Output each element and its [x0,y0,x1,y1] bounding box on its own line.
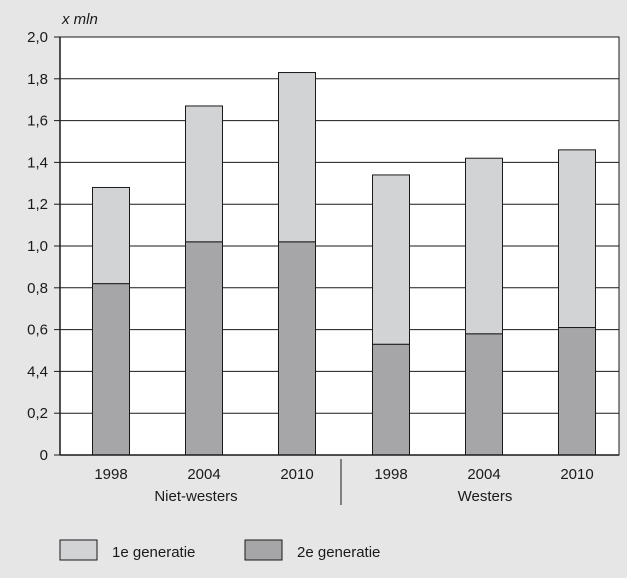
bar-segment-1e-generatie [465,157,503,335]
x-tick-label: 2010 [280,466,313,483]
y-tick-label: 1,0 [27,238,48,255]
y-tick-label: 0,6 [27,322,48,339]
group-label: Niet-westers [154,488,237,505]
x-tick-label: 1998 [94,466,127,483]
legend-swatch [244,539,283,561]
y-tick-label: 1,8 [27,71,48,88]
x-tick-label: 2004 [467,466,500,483]
tick-labels: 0 0,2 4,4 0,6 0,8 1,0 1,2 1,4 1,6 1,8 2,0 1998 2004 2… [27,29,594,505]
y-tick-label: 0 [40,447,48,464]
y-tick-label: 1,6 [27,113,48,130]
bar-segment-1e-generatie [372,174,410,345]
group-label: Westers [458,488,513,505]
y-tick-label: 0,8 [27,280,48,297]
unit-label: x mln [61,11,98,28]
x-tick-label: 1998 [374,466,407,483]
bar-segment-1e-generatie [92,186,130,285]
bars [92,72,596,456]
axes [54,36,620,505]
y-tick-label: 1,4 [27,154,48,171]
legend-label: 1e generatie [112,544,195,561]
bar-segment-2e-generatie [558,327,596,456]
bar-segment-1e-generatie [185,105,223,243]
y-tick-label: 2,0 [27,29,48,46]
bar-segment-2e-generatie [465,333,503,456]
y-tick-label: 4,4 [27,363,48,380]
x-tick-label: 2004 [187,466,220,483]
legend: 1e generatie 2e generatie [59,539,380,561]
x-tick-label: 2010 [560,466,593,483]
bar-segment-1e-generatie [278,72,316,243]
y-tick-label: 0,2 [27,405,48,422]
bar-segment-2e-generatie [92,283,130,456]
legend-label: 2e generatie [297,544,380,561]
y-tick-label: 1,2 [27,196,48,213]
bar-segment-2e-generatie [372,343,410,456]
legend-swatch [59,539,98,561]
bar-segment-2e-generatie [185,241,223,456]
bar-segment-1e-generatie [558,149,596,329]
bar-segment-2e-generatie [278,241,316,456]
